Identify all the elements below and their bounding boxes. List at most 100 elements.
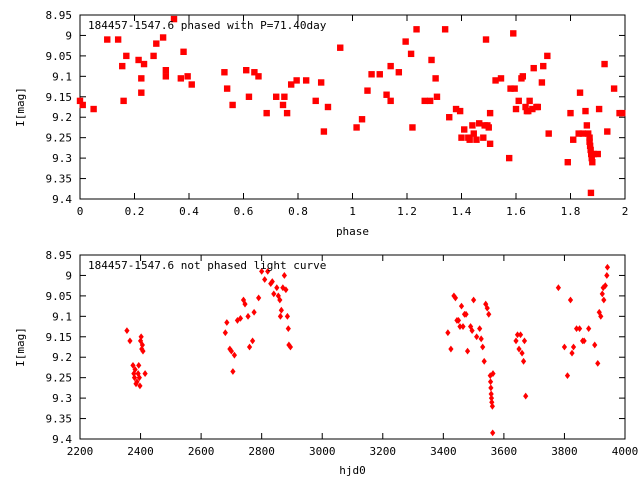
data-point: [448, 345, 454, 353]
data-point: [159, 34, 167, 41]
data-point: [586, 134, 593, 141]
y-tick-label: 9.3: [52, 392, 72, 405]
data-point: [251, 308, 257, 316]
data-point: [256, 294, 262, 302]
data-point: [387, 97, 394, 105]
data-point: [242, 300, 248, 308]
y-tick-labels: 8.95 9 9.05 9.1 9.15 9.2 9.25 9.3 9.35 9.4: [46, 249, 73, 446]
data-point: [521, 337, 528, 345]
data-point: [223, 85, 231, 92]
data-point: [470, 130, 477, 137]
data-point: [586, 142, 594, 150]
x-tick-label: 0: [77, 205, 84, 218]
data-point: [445, 329, 451, 337]
data-point: [569, 349, 575, 357]
data-point: [317, 79, 325, 86]
data-point: [517, 331, 524, 339]
data-point: [279, 101, 287, 109]
data-point: [120, 97, 127, 105]
data-point: [138, 333, 144, 341]
data-point: [555, 284, 561, 292]
y-tick-label: 9.25: [46, 372, 73, 385]
data-point: [587, 146, 594, 154]
data-point: [135, 56, 142, 64]
data-point: [602, 282, 608, 290]
axis-ticks: [79, 254, 626, 440]
data-point: [469, 122, 476, 129]
chart-title: 184457-1547.6 not phased light curve: [88, 259, 326, 272]
data-point: [464, 347, 471, 355]
y-tick-label: 9.15: [46, 91, 73, 104]
data-point: [184, 73, 191, 80]
data-point: [576, 325, 583, 332]
data-point: [286, 341, 292, 349]
data-point: [505, 154, 513, 162]
data-point: [486, 310, 492, 318]
data-point: [582, 107, 589, 115]
data-point: [265, 267, 271, 275]
data-point: [137, 382, 143, 390]
data-point: [458, 134, 465, 141]
data-point: [529, 105, 536, 113]
data-point: [512, 105, 520, 113]
y-tick-label: 9: [65, 29, 72, 42]
data-point: [570, 343, 577, 351]
data-point: [497, 75, 505, 82]
data-point: [595, 359, 601, 367]
x-tick-label: 0.4: [179, 205, 199, 218]
data-point: [487, 378, 494, 386]
data-point: [592, 341, 598, 349]
y-tick-label: 9.05: [46, 50, 73, 63]
x-axis-label: hjd0: [339, 464, 366, 477]
data-point: [140, 60, 148, 68]
data-point: [469, 327, 475, 335]
data-point: [409, 124, 416, 131]
x-tick-label: 1.6: [506, 205, 526, 218]
data-point: [490, 370, 496, 377]
data-point: [337, 44, 344, 51]
data-point: [358, 116, 366, 123]
data-point: [463, 310, 469, 318]
data-point: [76, 97, 84, 105]
data-point: [480, 134, 487, 141]
data-point: [251, 69, 258, 76]
data-point: [255, 73, 262, 80]
data-point: [104, 36, 111, 43]
plot-frame: [79, 254, 626, 440]
data-point: [441, 26, 449, 33]
data-point: [474, 333, 480, 341]
data-point: [395, 69, 403, 76]
data-point: [567, 296, 574, 304]
data-point: [538, 79, 546, 86]
data-point: [452, 105, 460, 113]
data-point: [368, 71, 375, 78]
data-point: [492, 77, 499, 84]
y-axis-label: I[mag]: [14, 327, 27, 367]
y-tick-labels: 8.95 9 9.05 9.1 9.15 9.2 9.25 9.3 9.35 9.4: [46, 9, 73, 206]
data-point: [132, 366, 138, 373]
y-tick-label: 9.15: [46, 331, 73, 344]
data-points: [124, 263, 611, 437]
data-point: [476, 120, 483, 127]
data-point: [287, 81, 295, 88]
data-point: [544, 52, 551, 60]
data-point: [567, 109, 574, 117]
data-point: [285, 325, 291, 332]
data-point: [263, 109, 270, 117]
data-point: [240, 296, 247, 304]
x-tick-label: 3800: [551, 445, 578, 458]
data-point: [428, 56, 435, 64]
y-tick-label: 9: [65, 269, 72, 282]
data-point: [581, 337, 587, 345]
data-point: [473, 136, 480, 143]
data-point: [281, 93, 288, 100]
data-point: [586, 138, 593, 145]
data-point: [446, 114, 453, 121]
data-point: [570, 136, 577, 143]
data-point: [383, 91, 390, 98]
data-point: [458, 302, 465, 310]
data-point: [245, 93, 253, 100]
data-point: [487, 372, 493, 380]
y-tick-label: 9.4: [52, 193, 72, 206]
